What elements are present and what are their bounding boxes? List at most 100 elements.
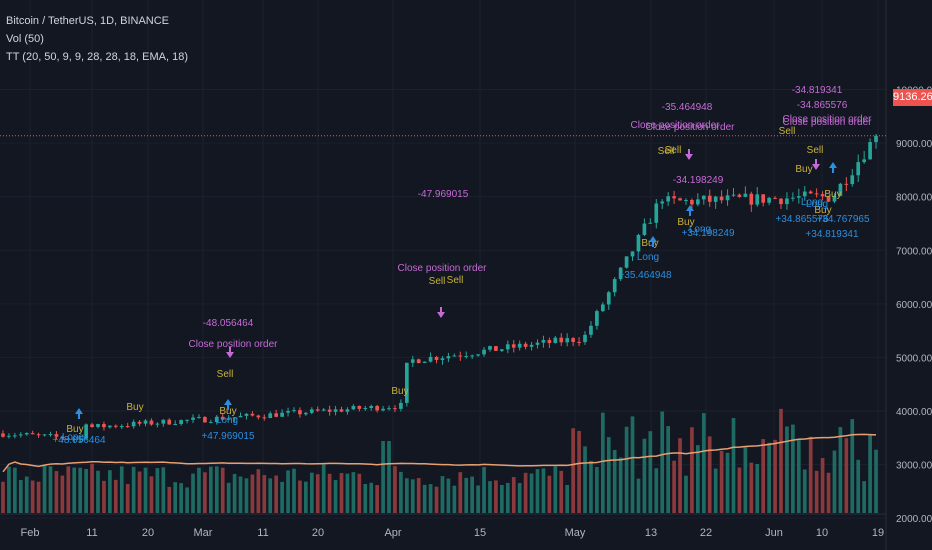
- volume-bar: [785, 426, 789, 513]
- candle-body: [369, 406, 374, 408]
- volume-bar: [137, 471, 142, 513]
- volume-bar: [874, 449, 878, 513]
- candle-body: [96, 424, 100, 428]
- volume-bar: [381, 441, 385, 513]
- annotation-long: +34.198249: [681, 228, 735, 239]
- volume-bar: [345, 473, 350, 513]
- candle-body: [749, 193, 754, 205]
- x-tick-label: Feb: [21, 527, 40, 539]
- annotation-close: -35.464948: [662, 102, 713, 113]
- volume-bar: [244, 478, 249, 513]
- volume-bar: [660, 411, 665, 513]
- annotation-close: -34.819341: [792, 85, 843, 96]
- volume-bar: [494, 480, 498, 513]
- close-arrow-icon: [437, 307, 445, 318]
- volume-bar: [66, 466, 71, 513]
- volume-bar: [630, 416, 635, 513]
- candle-body: [802, 191, 807, 197]
- candle-body: [856, 162, 861, 176]
- volume-bar: [791, 424, 795, 513]
- candle-body: [298, 410, 302, 415]
- volume-bar: [161, 467, 166, 513]
- candle-body: [244, 413, 249, 416]
- annotation-buy_sell: Buy: [814, 205, 831, 216]
- volume-bar: [642, 438, 647, 513]
- volume-bar: [42, 465, 47, 513]
- long-arrow-icon: [686, 205, 694, 216]
- candle-body: [304, 412, 308, 415]
- volume-bar: [725, 452, 730, 513]
- volume-bar: [262, 475, 267, 513]
- volume-bar: [523, 472, 528, 513]
- volume-bar: [755, 464, 760, 513]
- volume-bar: [13, 467, 17, 513]
- long-arrow-icon: [649, 236, 657, 247]
- annotation-buy_sell: Sell: [665, 145, 682, 156]
- x-tick-label: 11: [86, 527, 97, 539]
- volume-bar: [404, 478, 409, 513]
- candle-body: [707, 195, 712, 202]
- volume-bar: [654, 468, 659, 513]
- legend-volume: Vol (50): [6, 33, 44, 45]
- volume-bar: [612, 449, 617, 513]
- candle-body: [505, 344, 510, 350]
- candle-body: [452, 355, 457, 357]
- candle-body: [30, 433, 35, 435]
- candle-body: [203, 417, 207, 423]
- annotation-buy_sell: Sell: [779, 126, 796, 137]
- annotation-buy_sell: Buy: [66, 424, 83, 435]
- candle-body: [309, 409, 314, 413]
- candle-body: [713, 196, 718, 202]
- volume-bar: [488, 481, 492, 513]
- volume-bar: [636, 478, 641, 513]
- candle-body: [434, 356, 439, 360]
- volume-bar: [547, 475, 552, 513]
- volume-bar: [850, 419, 855, 513]
- volume-bar: [802, 469, 807, 513]
- candle-body: [701, 195, 706, 200]
- volume-bar: [826, 472, 831, 513]
- volume-bar: [684, 475, 688, 513]
- candle-body: [179, 420, 183, 425]
- candle-body: [78, 438, 83, 440]
- volume-bar: [701, 413, 706, 513]
- candle-body: [286, 411, 290, 413]
- candle-body: [547, 340, 552, 344]
- volume-bar: [226, 482, 231, 513]
- volume-bar: [868, 434, 872, 513]
- annotation-buy_sell: Sell: [807, 145, 824, 156]
- candle-body: [410, 359, 415, 363]
- volume-bar: [862, 481, 866, 513]
- candle-body: [696, 199, 700, 205]
- candle-body: [814, 193, 819, 195]
- candle-body: [482, 349, 486, 355]
- candle-body: [523, 343, 528, 347]
- volume-bar: [1, 481, 5, 513]
- candle-body: [232, 417, 237, 419]
- x-tick-label: 20: [312, 527, 324, 539]
- candle-body: [660, 201, 665, 204]
- volume-bar: [737, 467, 742, 513]
- volume-bar: [179, 483, 183, 513]
- candle-body: [262, 417, 267, 419]
- volume-bar: [232, 473, 237, 513]
- candle-body: [743, 193, 748, 197]
- volume-bar: [393, 466, 397, 513]
- candle-body: [719, 196, 724, 201]
- candle-body: [167, 419, 172, 425]
- candle-body: [761, 194, 766, 203]
- candle-body: [155, 423, 160, 425]
- candle-body: [583, 334, 587, 343]
- candle-body: [185, 419, 189, 421]
- candle-body: [624, 256, 629, 268]
- volume-bar: [832, 450, 837, 513]
- candle-body: [612, 279, 617, 293]
- volume-bar: [286, 470, 290, 513]
- x-tick-label: 22: [700, 527, 712, 539]
- annotation-buy_sell: Sell: [429, 276, 446, 287]
- candle-body: [191, 417, 195, 420]
- volume-bar: [321, 464, 326, 513]
- candle-body: [844, 183, 849, 185]
- candle-body: [60, 436, 65, 439]
